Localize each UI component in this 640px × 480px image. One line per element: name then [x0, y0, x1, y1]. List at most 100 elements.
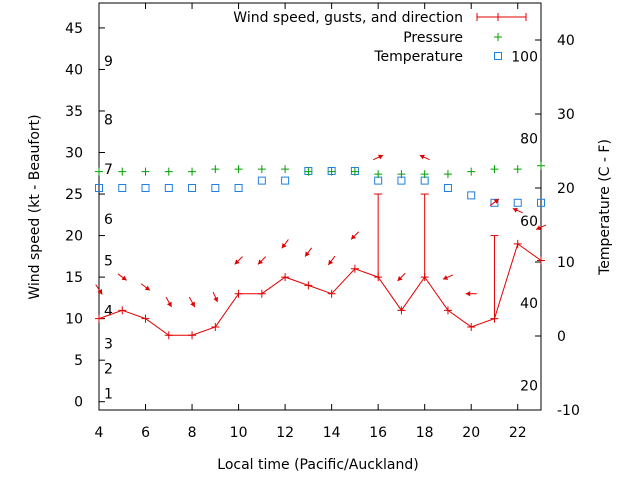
wind-direction-arrow [397, 272, 406, 282]
arrow-head [213, 296, 219, 302]
arrow-head [281, 243, 287, 249]
arrow-head [257, 259, 263, 265]
wind-direction-arrow [535, 224, 547, 231]
y-axis-left-title: Wind speed (kt - Beaufort) [27, 114, 43, 299]
wind-point [327, 289, 336, 298]
wind-line [98, 243, 542, 336]
x-tick-label: 22 [509, 425, 527, 441]
y-right-tick-label: 10 [557, 255, 575, 271]
wind-direction-arrow [327, 255, 336, 266]
wind-point [350, 264, 359, 273]
wind-point [467, 322, 476, 331]
y-left-tick-label: 30 [65, 146, 83, 162]
arrow-head [305, 251, 310, 257]
arrow-head [442, 275, 449, 280]
arrow-head [493, 199, 499, 204]
wind-direction-arrow [281, 239, 289, 249]
wind-direction-arrow [465, 291, 477, 297]
y-left-tick-label: 20 [65, 229, 83, 245]
y-left-tick-label: 25 [65, 187, 83, 203]
arrow-head [378, 154, 384, 160]
x-tick-label: 20 [462, 425, 480, 441]
wind-direction-arrow [373, 154, 384, 161]
x-tick-label: 18 [416, 425, 434, 441]
beaufort-label: 7 [104, 162, 113, 178]
plot-frame [98, 2, 542, 411]
pressure-point [327, 167, 336, 176]
pressure-point [95, 167, 103, 176]
wind-direction-arrow [234, 256, 243, 265]
pressure-point [304, 167, 313, 176]
wind-direction-arrow [350, 231, 360, 240]
beaufort-label: 8 [104, 112, 113, 128]
temperature-point [211, 184, 220, 192]
x-tick-label: 10 [230, 425, 248, 441]
temperature-point [397, 176, 406, 185]
y-left-tick-label: 45 [65, 21, 83, 37]
y-right-tick-label: 20 [557, 181, 575, 197]
arrow-head [166, 301, 172, 307]
temperature-point [141, 184, 150, 192]
arrow-head [328, 259, 334, 265]
fahrenheit-scale: 20 40 60 80 100 [511, 49, 538, 394]
arrow-head [465, 291, 471, 297]
arrow-head [121, 275, 127, 281]
arrow-head [234, 259, 240, 265]
y-right-tick-label: 0 [557, 329, 566, 345]
arrow-head [419, 154, 425, 160]
legend-marker [494, 52, 502, 60]
arrow-head [512, 207, 518, 213]
wind-point [397, 306, 406, 315]
pressure-point [211, 165, 220, 174]
legend-label: Temperature [373, 49, 463, 65]
wind-direction-arrow [419, 154, 430, 161]
wind-direction-arrow [95, 284, 103, 295]
fahrenheit-label: 100 [511, 49, 538, 65]
arrow-head [351, 234, 357, 240]
fahrenheit-label: 20 [520, 378, 538, 394]
pressure-point [257, 165, 266, 174]
y-left-tick-label: 15 [65, 270, 83, 286]
pressure-point [281, 165, 290, 174]
wind-direction-arrow [304, 247, 313, 257]
temperature-point [118, 184, 127, 192]
pressure-point [537, 161, 545, 170]
x-tick-label: 4 [95, 425, 104, 441]
wind-direction-arrow [140, 283, 151, 291]
y-left-tick-label: 35 [65, 104, 83, 120]
wind-direction-arrow [117, 273, 127, 281]
temperature-point [490, 198, 499, 207]
y-right-tick-label: -10 [557, 403, 580, 419]
y-axis-right-title: Temperature (C - F) [597, 139, 613, 276]
x-tick-label: 12 [276, 425, 294, 441]
beaufort-label: 6 [104, 212, 113, 228]
temperature-point [164, 184, 173, 192]
beaufort-label: 5 [104, 253, 113, 269]
pressure-point [164, 167, 173, 176]
wind-point [164, 331, 173, 340]
temperature-series [95, 166, 545, 207]
wind-direction-arrow [212, 291, 219, 303]
legend-label: Pressure [403, 30, 463, 46]
pressure-point [513, 165, 522, 174]
y-left-tick-label: 5 [74, 353, 83, 369]
temperature-point [467, 191, 476, 200]
fahrenheit-label: 80 [520, 132, 538, 148]
pressure-point [188, 167, 197, 176]
x-tick-label: 6 [141, 425, 150, 441]
beaufort-label: 4 [104, 303, 113, 319]
legend-label: Wind speed, gusts, and direction [233, 10, 463, 26]
temperature-point [257, 176, 266, 185]
fahrenheit-label: 60 [520, 214, 538, 230]
arrow-head [190, 301, 195, 307]
pressure-point [397, 170, 406, 179]
temperature-point [234, 184, 243, 192]
x-tick-label: 16 [369, 425, 387, 441]
y-right-tick-label: 40 [557, 33, 575, 49]
pressure-point [490, 165, 499, 174]
wind-point [304, 281, 313, 290]
wind-point [537, 256, 545, 265]
pressure-series [95, 161, 545, 179]
temperature-point [420, 176, 429, 185]
x-axis-title: Local time (Pacific/Auckland) [217, 457, 418, 473]
